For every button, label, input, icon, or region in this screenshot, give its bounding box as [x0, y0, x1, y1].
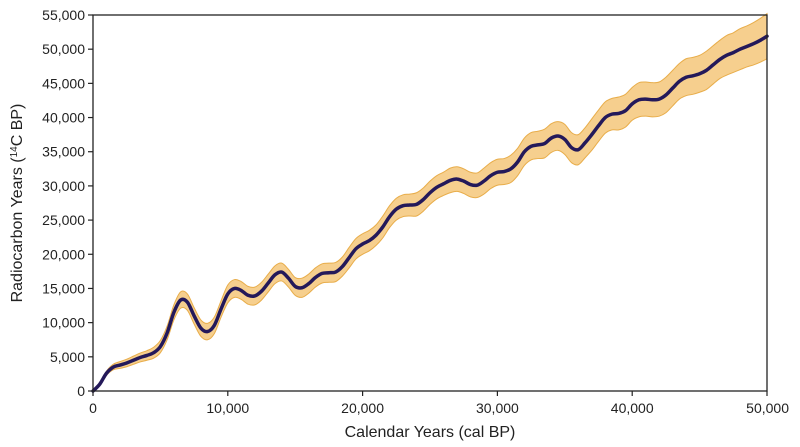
y-tick-label: 0 [77, 383, 85, 399]
y-tick-label: 20,000 [42, 246, 85, 262]
x-tick-label: 40,000 [611, 400, 654, 416]
x-axis-ticks: 0 10,000 20,000 30,000 40,000 50,000 [89, 391, 789, 416]
plot-frame [92, 14, 768, 392]
y-axis-label-suffix: C BP) [9, 104, 26, 147]
y-tick-label: 25,000 [42, 212, 85, 228]
calibration-curve-line [91, 34, 769, 393]
x-tick-label: 10,000 [206, 400, 249, 416]
y-tick-label: 30,000 [42, 178, 85, 194]
x-tick-label: 20,000 [341, 400, 384, 416]
y-tick-label: 35,000 [42, 144, 85, 160]
uncertainty-band [92, 12, 768, 392]
y-axis-label-prefix: Radiocarbon Years ( [9, 157, 26, 303]
y-tick-label: 10,000 [42, 315, 85, 331]
x-axis-label: Calendar Years (cal BP) [345, 424, 516, 441]
y-tick-label: 50,000 [42, 41, 85, 57]
y-tick-label: 15,000 [42, 280, 85, 296]
x-tick-label: 0 [89, 400, 97, 416]
y-axis-label-superscript: 14 [9, 146, 20, 158]
y-axis-label: Radiocarbon Years (14C BP) [9, 104, 27, 303]
y-tick-label: 45,000 [42, 75, 85, 91]
y-tick-label: 5,000 [50, 349, 85, 365]
x-tick-label: 50,000 [746, 400, 789, 416]
y-axis-ticks: 0 5,000 10,000 15,000 20,000 25,000 30,000 35,0… [42, 7, 93, 399]
x-tick-label: 30,000 [476, 400, 519, 416]
y-tick-label: 40,000 [42, 110, 85, 126]
y-tick-label: 55,000 [42, 7, 85, 23]
